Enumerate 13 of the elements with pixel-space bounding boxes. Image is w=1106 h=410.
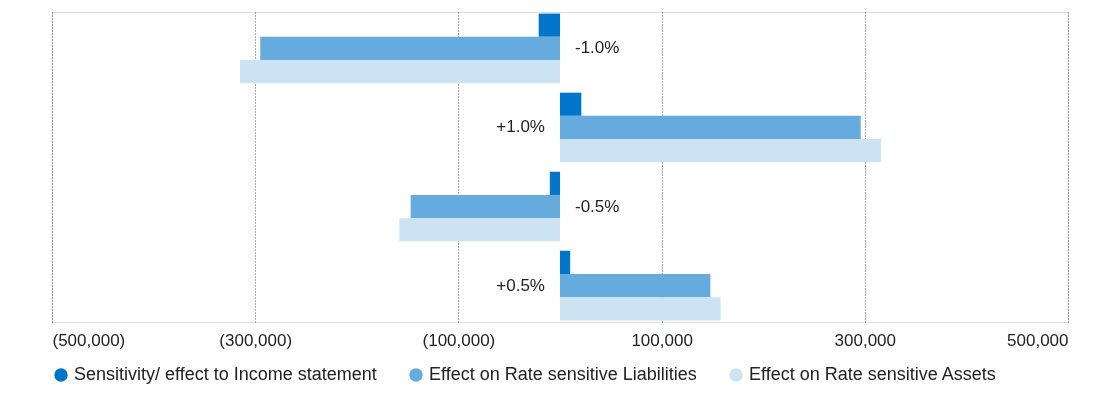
y-tick-label: -0.5% (575, 196, 620, 216)
y-tick-label: +0.5% (496, 275, 545, 295)
x-tick-label: 300,000 (834, 330, 897, 350)
y-tick-label: -1.0% (575, 38, 620, 58)
x-tick-label: (300,000) (219, 330, 293, 350)
x-tick-label: (100,000) (422, 330, 496, 350)
legend-label: Sensitivity/ effect to Income statement (74, 364, 377, 384)
legend-label: Effect on Rate sensitive Liabilities (429, 364, 697, 384)
x-tick-label: 500,000 (1007, 330, 1069, 350)
legend-label: Effect on Rate sensitive Assets (749, 364, 996, 384)
x-tick-label: (500,000) (52, 330, 126, 350)
y-tick-label: +1.0% (496, 117, 545, 137)
x-tick-label: 100,000 (631, 330, 693, 350)
